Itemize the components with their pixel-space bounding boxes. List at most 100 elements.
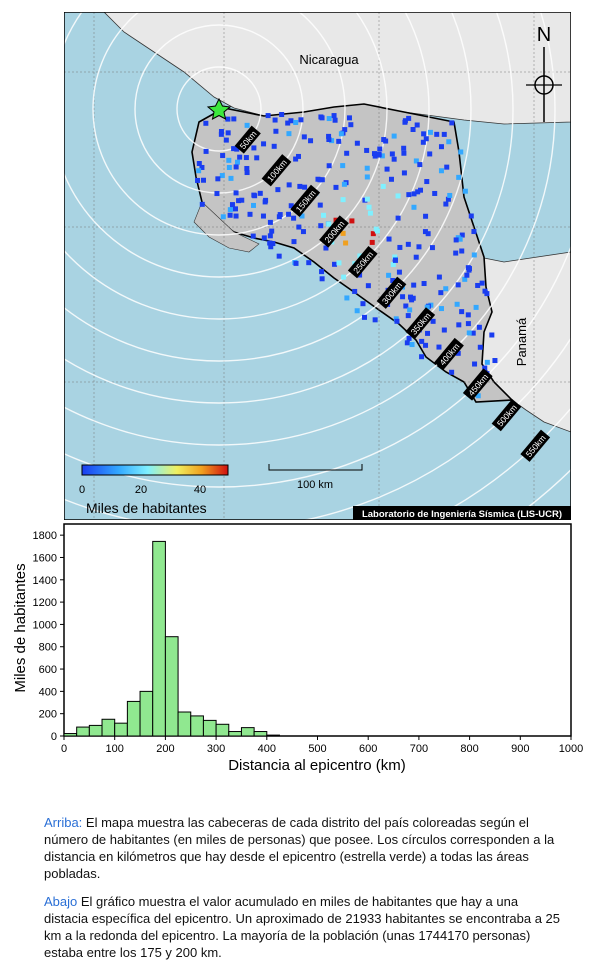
district-marker xyxy=(409,342,415,348)
district-marker xyxy=(414,122,420,128)
district-marker xyxy=(308,138,314,144)
histogram-bar xyxy=(88,724,103,737)
district-marker xyxy=(271,143,277,149)
district-marker xyxy=(340,197,346,203)
district-marker xyxy=(340,163,346,169)
district-marker xyxy=(199,164,205,170)
district-marker xyxy=(364,165,370,171)
district-marker xyxy=(389,151,395,157)
district-marker xyxy=(357,253,363,259)
distance-ring xyxy=(64,12,556,446)
district-marker xyxy=(432,190,438,196)
x-tick-label: 300 xyxy=(207,743,225,755)
district-marker xyxy=(275,187,281,193)
district-marker xyxy=(430,318,436,324)
district-marker xyxy=(475,282,481,288)
district-marker xyxy=(200,177,206,183)
district-marker xyxy=(372,317,378,323)
district-marker xyxy=(364,196,370,202)
district-marker xyxy=(342,127,348,133)
district-marker xyxy=(267,219,273,225)
district-marker xyxy=(477,344,483,350)
distance-ring xyxy=(64,12,514,404)
colorbar-tick-40: 40 xyxy=(194,484,206,496)
district-marker xyxy=(269,228,275,234)
district-marker xyxy=(326,133,332,139)
district-marker xyxy=(299,213,305,219)
district-marker xyxy=(384,166,390,172)
x-tick-label: 700 xyxy=(410,743,428,755)
district-marker xyxy=(323,245,329,251)
district-marker xyxy=(297,183,303,189)
histogram-bar xyxy=(63,733,78,737)
district-marker xyxy=(320,212,326,218)
district-marker xyxy=(300,229,306,235)
district-marker xyxy=(397,244,403,250)
scale-bar: 100 km xyxy=(268,464,363,491)
district-marker xyxy=(244,170,250,176)
histogram-bar xyxy=(266,734,280,737)
district-marker xyxy=(415,189,421,195)
district-marker xyxy=(219,173,225,179)
district-marker xyxy=(243,155,249,161)
district-marker xyxy=(429,245,435,251)
histogram-bar xyxy=(240,727,255,737)
district-marker xyxy=(391,133,397,139)
district-marker xyxy=(421,281,427,287)
district-marker xyxy=(295,153,301,159)
x-tick-label: 900 xyxy=(511,743,529,755)
district-marker xyxy=(214,191,220,197)
distance-rings xyxy=(64,12,571,520)
x-tick-label: 500 xyxy=(308,743,326,755)
district-marker xyxy=(383,138,389,144)
district-marker xyxy=(364,174,370,180)
district-marker xyxy=(225,130,231,136)
district-marker xyxy=(338,131,344,137)
district-marker xyxy=(411,282,417,288)
district-marker xyxy=(364,147,370,153)
district-marker xyxy=(407,307,413,313)
district-marker xyxy=(441,327,447,333)
district-marker xyxy=(319,269,325,275)
district-marker xyxy=(489,332,495,338)
district-marker xyxy=(267,240,273,246)
district-marker xyxy=(233,164,239,170)
histogram-bar xyxy=(101,718,116,737)
district-marker xyxy=(370,231,376,237)
district-marker xyxy=(386,236,392,242)
district-marker xyxy=(226,157,232,163)
distance-ring xyxy=(64,12,388,278)
district-marker xyxy=(407,294,413,300)
colorbar-title: Miles de habitantes xyxy=(86,500,207,516)
district-marker xyxy=(293,119,299,125)
district-marker xyxy=(306,260,312,266)
district-marker xyxy=(376,152,382,158)
district-marker xyxy=(436,344,442,350)
district-marker xyxy=(218,131,224,137)
distance-ring xyxy=(64,12,472,362)
district-marker xyxy=(341,181,347,187)
district-marker xyxy=(424,304,430,310)
district-marker xyxy=(317,177,323,183)
caption-top: Arriba: El mapa muestra las cabeceras de… xyxy=(44,814,564,882)
district-marker xyxy=(468,213,474,219)
district-marker xyxy=(425,231,431,237)
district-marker xyxy=(438,290,444,296)
histogram-bar xyxy=(202,719,217,737)
y-axis-label: Miles de habitantes xyxy=(12,563,29,692)
district-marker xyxy=(434,131,440,137)
y-tick-label: 400 xyxy=(39,686,57,698)
district-marker xyxy=(411,191,417,197)
district-marker xyxy=(251,192,257,198)
district-marker xyxy=(484,291,490,297)
district-marker xyxy=(257,190,263,196)
district-marker xyxy=(301,134,307,140)
district-marker xyxy=(405,313,411,319)
district-marker xyxy=(276,214,282,220)
distance-ring xyxy=(92,12,346,236)
district-marker xyxy=(464,272,470,278)
district-marker xyxy=(352,288,358,294)
colorbar: 0 20 40 Miles de habitantes xyxy=(79,464,229,516)
district-marker xyxy=(395,215,401,221)
district-marker xyxy=(261,235,267,241)
